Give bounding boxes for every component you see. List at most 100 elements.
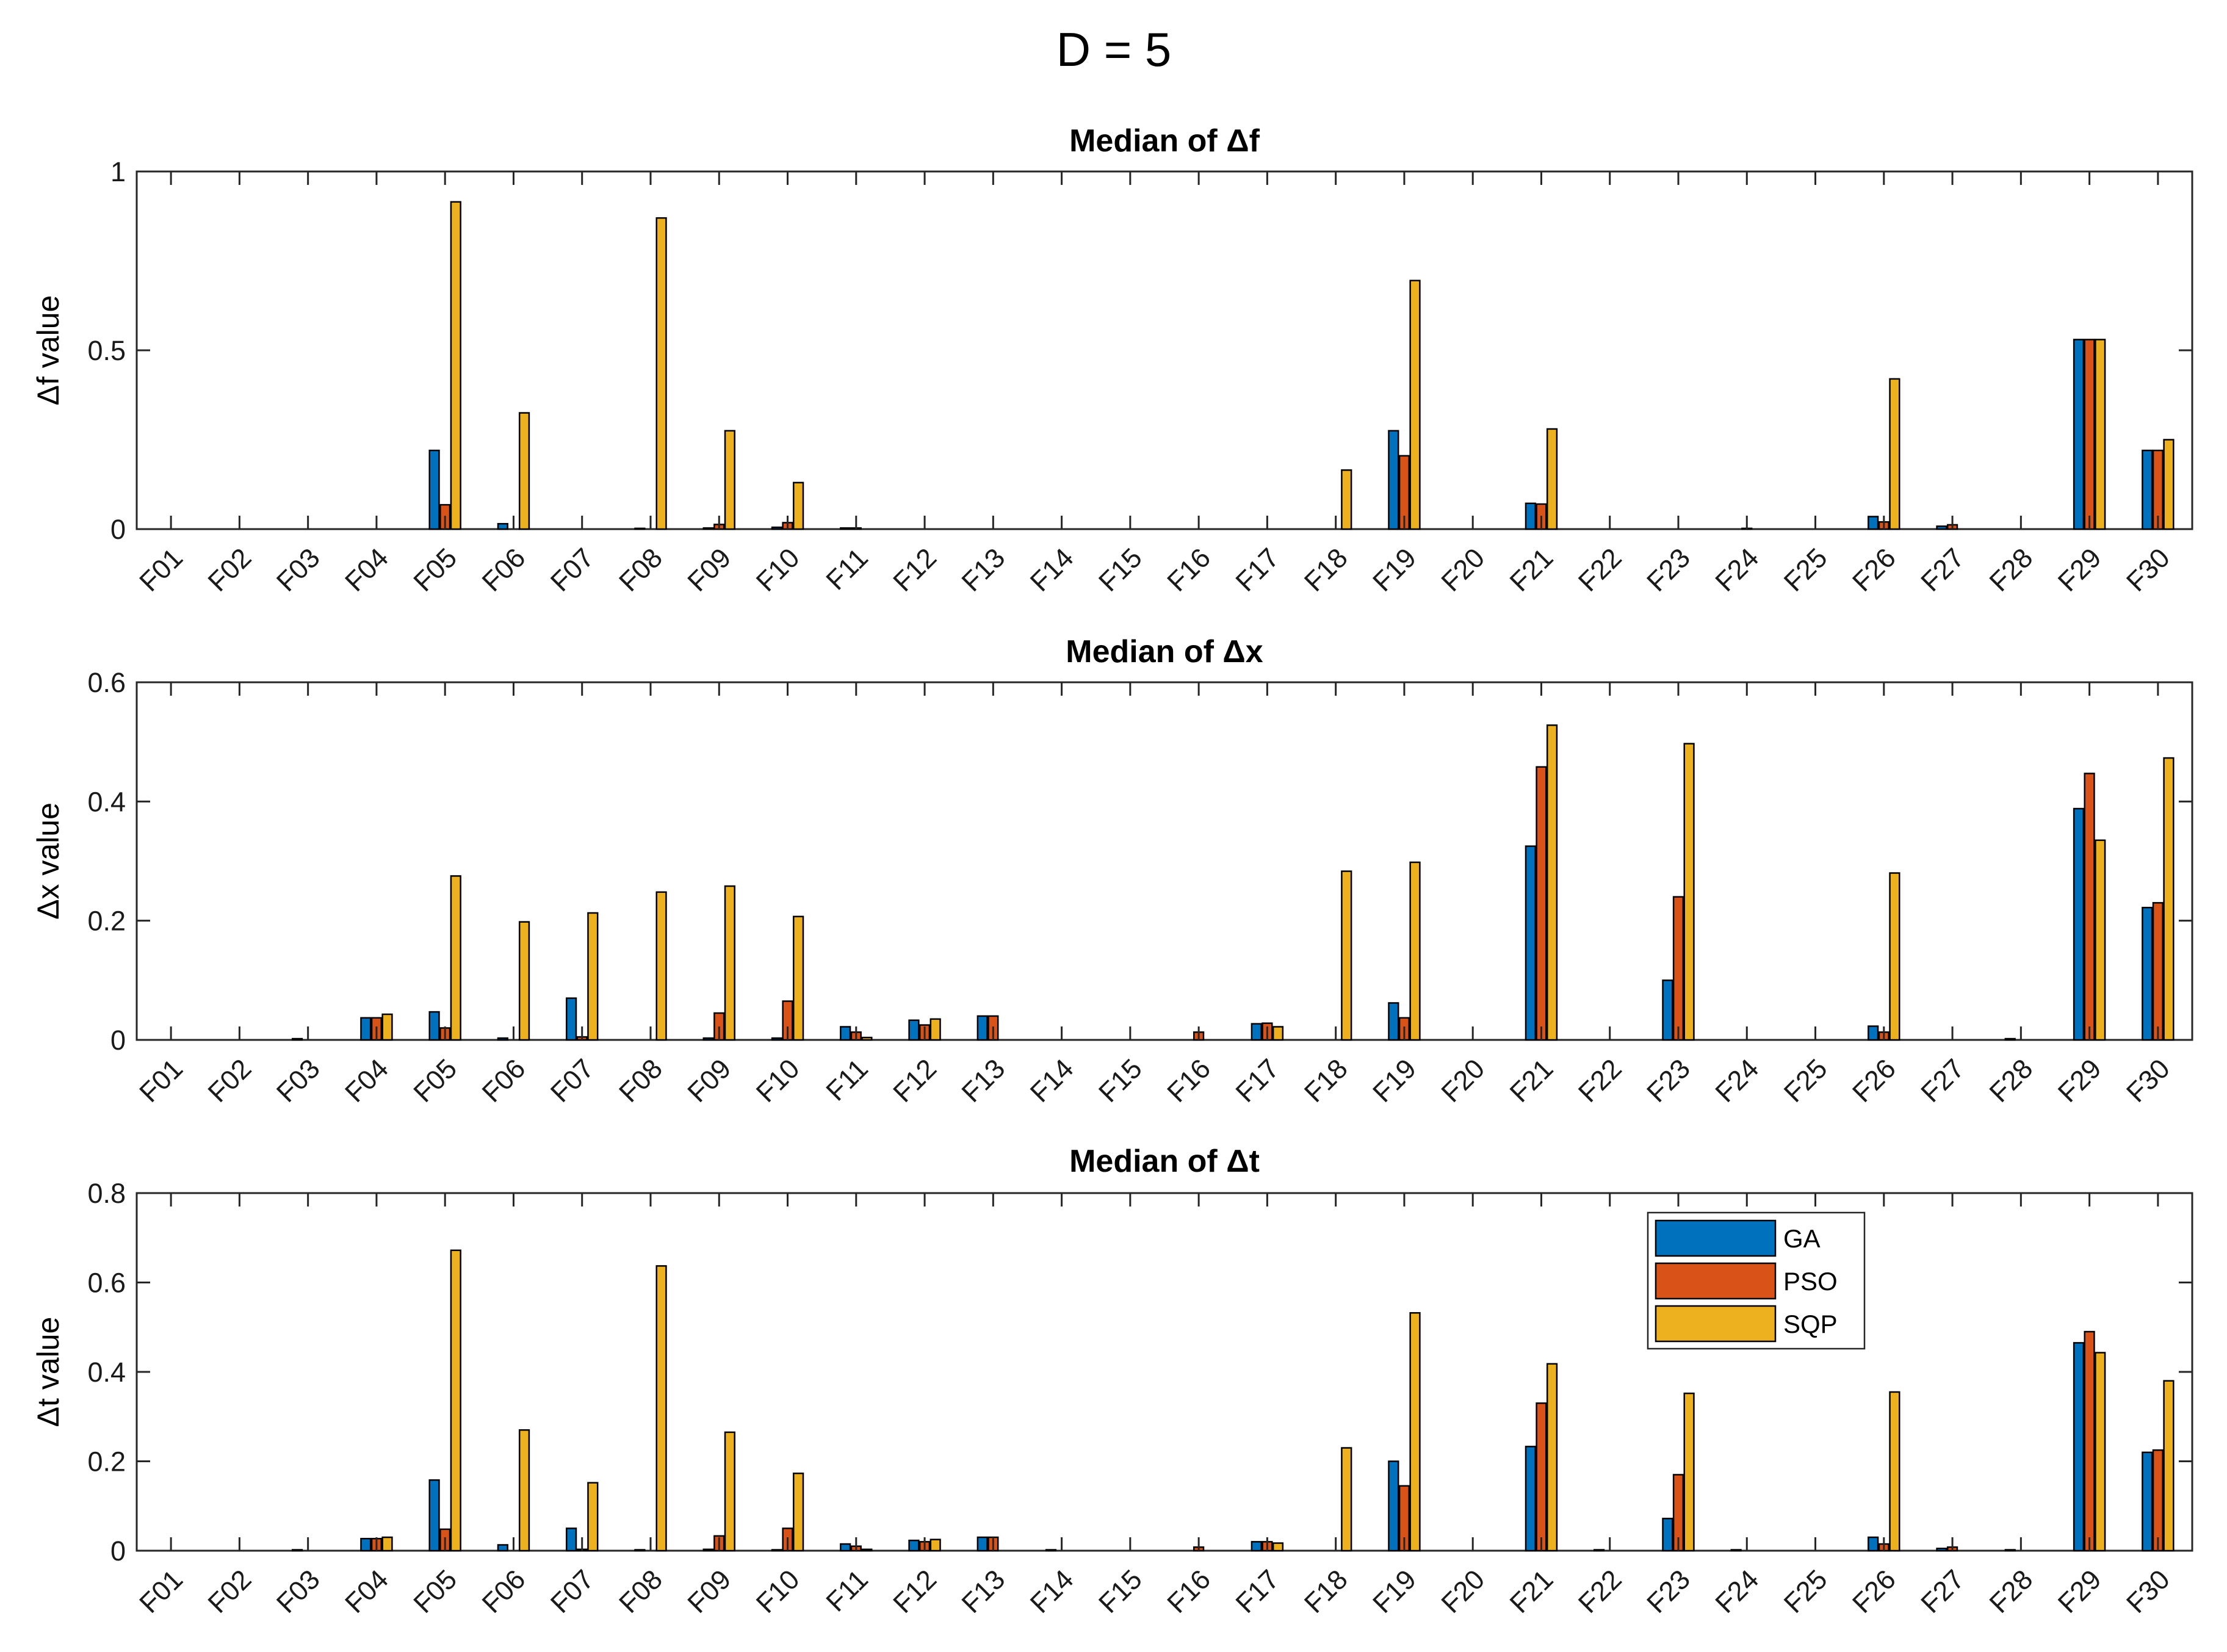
bar-delta-f-sqp-f21 [1546, 428, 1558, 530]
bar-delta-x-ga-f10 [771, 1037, 783, 1041]
bar-delta-t-ga-f26 [1868, 1536, 1879, 1552]
bar-delta-t-sqp-f06 [518, 1429, 530, 1552]
bar-delta-x-ga-f26 [1868, 1025, 1879, 1041]
bar-delta-x-pso-f29 [2084, 773, 2095, 1041]
x-tick-label-delta-t-f10: F10 [750, 1564, 806, 1619]
x-tick-label-delta-t-f26: F26 [1846, 1564, 1902, 1619]
x-tick-label-delta-f-f19: F19 [1366, 542, 1422, 597]
x-tick-label-delta-t-f07: F07 [544, 1564, 600, 1619]
y-tick-label-delta-x-2: 0.4 [87, 786, 126, 817]
bar-delta-t-ga-f21 [1525, 1446, 1536, 1552]
x-tick-label-delta-f-f29: F29 [2052, 542, 2107, 597]
bar-delta-x-sqp-f19 [1409, 861, 1421, 1041]
x-tick-label-delta-x-f05: F05 [407, 1053, 463, 1108]
panel-title-delta-x: Median of Δx [1066, 634, 1263, 669]
x-tick-label-delta-t-f17: F17 [1230, 1564, 1285, 1619]
bar-delta-x-sqp-f10 [793, 915, 804, 1041]
bar-delta-f-ga-f09 [702, 527, 714, 530]
x-tick-label-delta-t-f12: F12 [887, 1564, 942, 1619]
legend-label-sqp: SQP [1783, 1310, 1838, 1338]
x-tick-label-delta-f-f18: F18 [1298, 542, 1354, 597]
bar-delta-x-ga-f06 [497, 1037, 508, 1041]
bar-delta-x-ga-f03 [291, 1037, 303, 1041]
bar-delta-x-ga-f21 [1525, 845, 1536, 1041]
y-axis-label-delta-f: Δf value [31, 295, 65, 406]
bar-delta-t-sqp-f26 [1889, 1391, 1900, 1552]
panel-delta-x: 00.20.40.6 F01 F02 F03 F04 F05 F06 F07 F08 F09 F1… [31, 634, 2193, 1108]
x-tick-label-delta-x-f17: F17 [1230, 1053, 1285, 1108]
bar-delta-t-sqp-f30 [2163, 1380, 2175, 1552]
x-tick-label-delta-x-f03: F03 [270, 1053, 326, 1108]
x-tick-label-delta-t-f11: F11 [820, 1564, 874, 1618]
x-tick-label-delta-t-f29: F29 [2052, 1564, 2107, 1619]
y-tick-label-delta-f-2: 1 [110, 156, 126, 187]
bar-delta-f-ga-f21 [1525, 502, 1536, 530]
bar-delta-t-ga-f23 [1662, 1518, 1673, 1552]
bar-delta-x-ga-f23 [1662, 979, 1673, 1041]
bar-delta-t-sqp-f18 [1341, 1447, 1352, 1552]
x-tick-label-delta-f-f20: F20 [1435, 542, 1490, 597]
x-tick-label-delta-x-f14: F14 [1024, 1053, 1080, 1108]
x-tick-label-delta-x-f25: F25 [1778, 1053, 1833, 1108]
bar-delta-t-sqp-f09 [724, 1431, 735, 1552]
x-tick-label-delta-x-f16: F16 [1161, 1053, 1216, 1108]
x-tick-label-delta-f-f10: F10 [750, 542, 806, 597]
bar-delta-x-ga-f13 [976, 1015, 988, 1041]
bars-delta-t [291, 1249, 2175, 1552]
bar-delta-t-ga-f30 [2142, 1451, 2153, 1552]
x-tick-label-delta-f-f01: F01 [133, 542, 189, 597]
x-tick-label-delta-f-f09: F09 [681, 542, 737, 597]
x-tick-label-delta-t-f23: F23 [1640, 1564, 1696, 1619]
bar-delta-f-ga-f19 [1388, 430, 1399, 530]
x-tick-label-delta-t-f03: F03 [270, 1564, 326, 1619]
x-tick-label-delta-t-f27: F27 [1915, 1564, 1970, 1619]
bar-delta-f-sqp-f10 [793, 482, 804, 530]
bar-delta-f-sqp-f09 [724, 430, 735, 530]
bar-delta-x-sqp-f18 [1341, 870, 1352, 1041]
bar-delta-t-pso-f30 [2152, 1449, 2164, 1552]
y-tick-label-delta-x-0: 0 [110, 1025, 126, 1056]
bar-delta-x-pso-f30 [2152, 902, 2164, 1041]
bar-delta-x-sqp-f21 [1546, 724, 1558, 1041]
y-ticks-delta-f: 00.51 [87, 156, 2192, 545]
bar-delta-x-sqp-f26 [1889, 872, 1900, 1041]
bar-delta-x-sqp-f11 [861, 1036, 873, 1041]
x-tick-label-delta-f-f22: F22 [1572, 542, 1628, 597]
x-tick-label-delta-f-f05: F05 [407, 542, 463, 597]
x-tick-label-delta-f-f02: F02 [202, 542, 258, 597]
x-tick-label-delta-f-f26: F26 [1846, 542, 1902, 597]
bar-delta-x-sqp-f17 [1272, 1026, 1284, 1041]
y-tick-label-delta-x-3: 0.6 [87, 667, 126, 698]
bar-delta-t-sqp-f23 [1683, 1392, 1695, 1552]
panel-title-delta-f: Median of Δf [1069, 123, 1260, 159]
x-tick-label-delta-t-f06: F06 [476, 1564, 532, 1619]
x-tick-label-delta-t-f21: F21 [1504, 1564, 1559, 1619]
bar-delta-f-sqp-f19 [1409, 280, 1421, 530]
y-tick-label-delta-f-1: 0.5 [87, 335, 126, 366]
bar-delta-f-ga-f06 [497, 522, 508, 530]
x-tick-label-delta-f-f06: F06 [476, 542, 532, 597]
x-tick-label-delta-t-f28: F28 [1983, 1564, 2039, 1619]
bar-delta-t-ga-f27 [1936, 1548, 1947, 1552]
x-tick-label-delta-f-f24: F24 [1709, 542, 1764, 597]
y-tick-label-delta-t-3: 0.6 [87, 1268, 126, 1299]
bar-delta-f-ga-f11 [840, 527, 851, 530]
legend-swatch-pso [1655, 1262, 1777, 1300]
bar-delta-t-ga-f24 [1730, 1549, 1742, 1552]
x-tick-label-delta-t-f01: F01 [133, 1564, 189, 1619]
bar-delta-f-sqp-f18 [1341, 469, 1352, 530]
bar-delta-t-ga-f11 [840, 1543, 851, 1552]
x-tick-label-delta-t-f20: F20 [1435, 1564, 1490, 1619]
bar-delta-x-ga-f28 [2004, 1037, 2016, 1041]
x-tick-label-delta-f-f11: F11 [820, 542, 874, 596]
bar-delta-t-ga-f08 [634, 1549, 646, 1552]
bar-delta-t-sqp-f19 [1409, 1312, 1421, 1552]
bar-delta-x-sqp-f06 [518, 921, 530, 1041]
bar-delta-f-ga-f26 [1868, 516, 1879, 530]
legend: GA PSO SQP [1647, 1211, 1866, 1350]
x-tick-label-delta-f-f15: F15 [1092, 542, 1148, 597]
x-tick-label-delta-t-f30: F30 [2120, 1564, 2176, 1619]
bar-delta-x-sqp-f07 [587, 912, 599, 1041]
x-tick-label-delta-t-f14: F14 [1024, 1564, 1080, 1619]
